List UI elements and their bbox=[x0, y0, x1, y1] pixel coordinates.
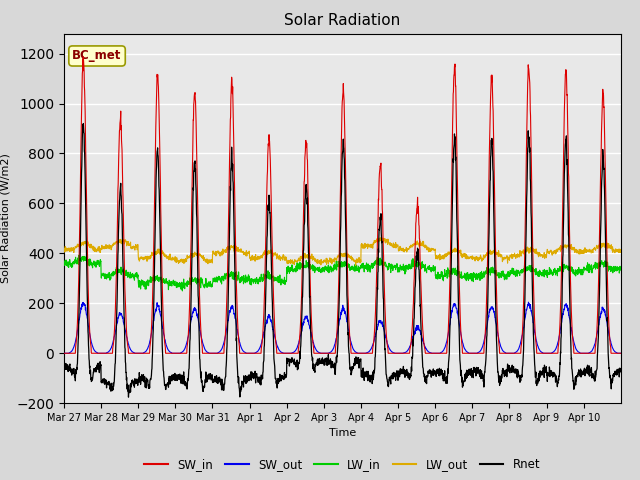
Legend: SW_in, SW_out, LW_in, LW_out, Rnet: SW_in, SW_out, LW_in, LW_out, Rnet bbox=[140, 454, 545, 476]
X-axis label: Time: Time bbox=[329, 429, 356, 438]
Title: Solar Radiation: Solar Radiation bbox=[284, 13, 401, 28]
Text: BC_met: BC_met bbox=[72, 49, 122, 62]
Y-axis label: Solar Radiation (W/m2): Solar Radiation (W/m2) bbox=[1, 154, 11, 283]
